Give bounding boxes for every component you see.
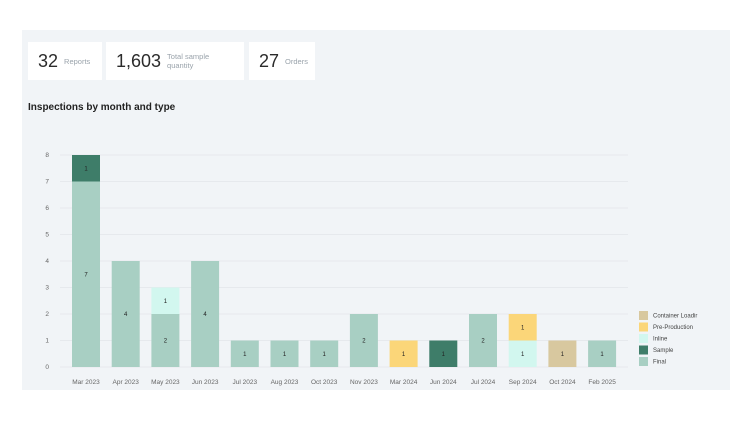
- x-tick-label: May 2023: [151, 379, 180, 386]
- bar-segment[interactable]: [469, 314, 497, 367]
- legend-swatch[interactable]: [639, 357, 648, 366]
- x-tick-label: Jul 2023: [233, 379, 258, 386]
- bar-value-label: 1: [164, 299, 168, 305]
- orders-label: Orders: [285, 56, 308, 66]
- y-tick-label: 4: [45, 258, 49, 265]
- reports-label: Reports: [64, 56, 91, 66]
- bar-value-label: 1: [283, 352, 287, 358]
- legend-swatch[interactable]: [639, 322, 648, 332]
- reports-count: 32: [38, 50, 59, 71]
- y-tick-label: 0: [45, 364, 49, 371]
- x-tick-label: Jul 2024: [471, 379, 496, 386]
- bar-value-label: 1: [600, 352, 604, 358]
- stat-card-reports[interactable]: 32 Reports: [28, 42, 102, 80]
- x-tick-label: Apr 2023: [113, 379, 140, 386]
- bar-segment[interactable]: [508, 340, 537, 368]
- y-tick-label: 3: [45, 285, 49, 292]
- x-tick-label: Mar 2023: [72, 379, 100, 386]
- sample-quantity-label: Total sample quantity: [167, 52, 210, 70]
- stat-card-sample-quantity[interactable]: 1,603 Total sample quantity: [106, 42, 244, 80]
- y-tick-label: 8: [45, 152, 49, 159]
- y-tick-label: 6: [45, 205, 49, 212]
- bar-segment[interactable]: [389, 340, 418, 368]
- y-tick-label: 5: [45, 232, 49, 239]
- x-tick-label: Oct 2024: [549, 379, 576, 386]
- bar-segment[interactable]: [230, 340, 259, 368]
- bar-value-label: 1: [442, 352, 446, 358]
- legend-swatch[interactable]: [639, 311, 648, 320]
- bar-segment[interactable]: [429, 340, 458, 368]
- y-tick-label: 1: [45, 338, 49, 345]
- x-tick-label: Feb 2025: [588, 379, 616, 386]
- bar-segment[interactable]: [588, 340, 617, 368]
- bar-value-label: 1: [561, 352, 565, 358]
- bar-segment[interactable]: [151, 314, 180, 367]
- x-tick-label: Jun 2023: [192, 379, 219, 386]
- bar-value-label: 1: [521, 352, 525, 358]
- bar-value-label: 2: [164, 339, 168, 345]
- legend-label[interactable]: Sample: [653, 348, 674, 354]
- x-tick-label: Sep 2024: [509, 379, 537, 386]
- x-tick-label: Nov 2023: [350, 379, 378, 386]
- bar-segment[interactable]: [72, 181, 100, 368]
- bar-value-label: 1: [84, 166, 88, 172]
- bar-segment[interactable]: [310, 340, 339, 368]
- bar-segment[interactable]: [151, 287, 180, 315]
- bar-segment[interactable]: [548, 340, 577, 368]
- y-tick-label: 7: [45, 179, 49, 186]
- bar-value-label: 2: [362, 339, 366, 345]
- stat-card-orders[interactable]: 27 Orders: [249, 42, 315, 80]
- bar-segment[interactable]: [111, 261, 140, 367]
- sample-quantity-count: 1,603: [116, 50, 162, 71]
- bar-value-label: 1: [243, 352, 247, 358]
- legend-swatch[interactable]: [639, 345, 648, 355]
- bar-segment[interactable]: [72, 155, 100, 182]
- bar-segment[interactable]: [270, 340, 299, 368]
- orders-count: 27: [259, 50, 280, 71]
- bar-value-label: 7: [84, 272, 88, 278]
- bar-value-label: 4: [203, 312, 207, 318]
- y-tick-label: 2: [45, 311, 49, 318]
- legend-swatch[interactable]: [639, 334, 648, 343]
- x-tick-label: Oct 2023: [311, 379, 338, 386]
- legend-label[interactable]: Pre-Production: [653, 325, 693, 331]
- x-tick-label: Jun 2024: [430, 379, 457, 386]
- bar-segment[interactable]: [191, 261, 220, 367]
- bar-value-label: 4: [124, 312, 128, 318]
- bar-segment[interactable]: [349, 314, 378, 367]
- legend-label[interactable]: Container Loadir: [653, 314, 697, 320]
- chart-title: Inspections by month and type: [28, 102, 176, 113]
- x-tick-label: Mar 2024: [390, 379, 418, 386]
- bar-value-label: 1: [323, 352, 327, 358]
- bar-value-label: 2: [481, 339, 485, 345]
- bar-value-label: 1: [402, 352, 406, 358]
- bar-value-label: 1: [521, 325, 525, 331]
- legend-label[interactable]: Inline: [653, 337, 668, 343]
- bar-segment[interactable]: [508, 314, 537, 341]
- x-tick-label: Aug 2023: [271, 379, 299, 386]
- legend-label[interactable]: Final: [653, 360, 666, 366]
